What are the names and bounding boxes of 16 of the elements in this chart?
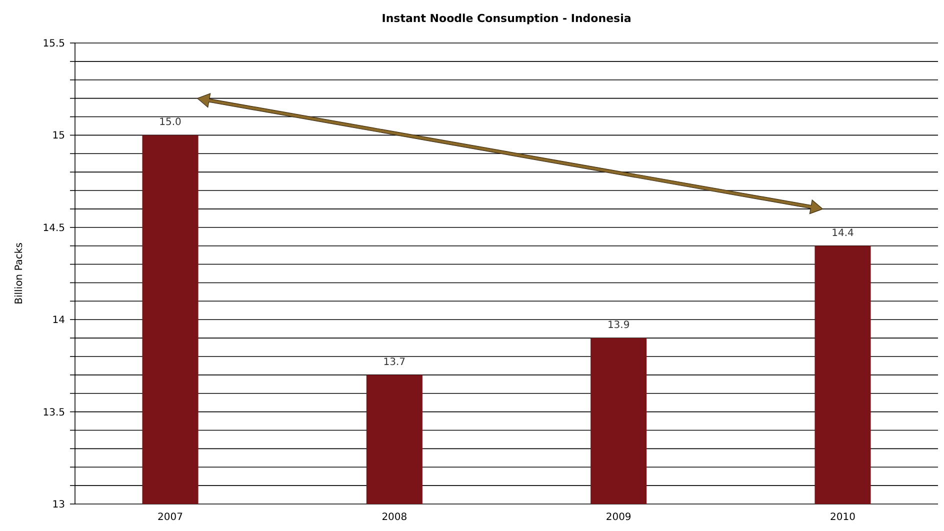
x-tick-label: 2010 — [830, 512, 856, 523]
data-label: 13.7 — [383, 356, 406, 368]
x-tick-label: 2008 — [382, 512, 408, 523]
x-tick-label: 2007 — [158, 512, 183, 523]
y-tick-label: 14 — [52, 315, 65, 326]
chart-title: Instant Noodle Consumption - Indonesia — [382, 12, 632, 25]
x-tick-label: 2009 — [606, 512, 632, 523]
y-tick-label: 15.5 — [42, 38, 65, 50]
y-tick-label: 15 — [52, 130, 65, 142]
data-label: 14.4 — [832, 228, 854, 239]
y-tick-label: 13.5 — [42, 407, 65, 418]
data-label: 15.0 — [159, 117, 182, 128]
y-axis-title: Billion Packs — [14, 242, 25, 304]
y-tick-label: 14.5 — [42, 222, 65, 234]
data-label: 13.9 — [607, 320, 630, 332]
y-tick-label: 13 — [52, 500, 65, 510]
